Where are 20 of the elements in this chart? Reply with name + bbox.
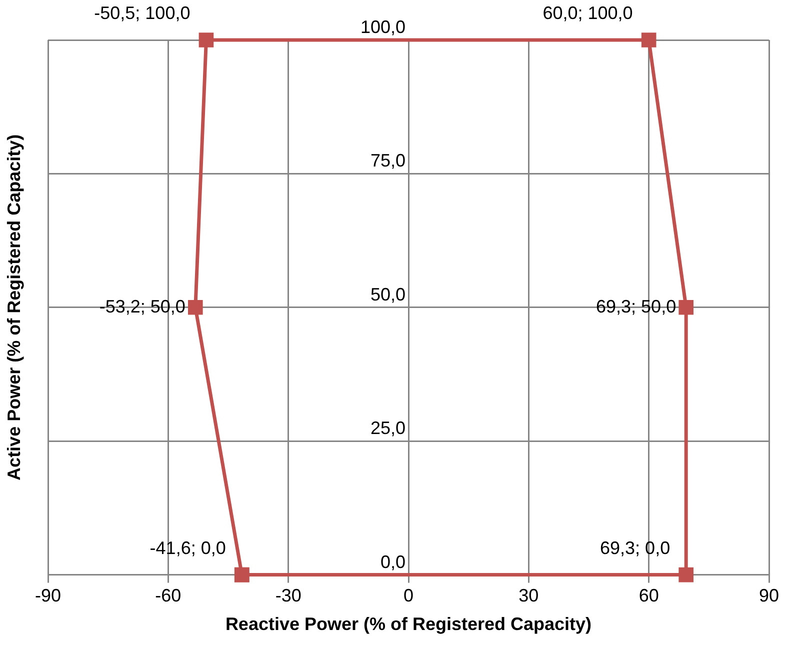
data-label: 69,3; 0,0 xyxy=(600,538,670,558)
data-label: -50,5; 100,0 xyxy=(94,2,190,23)
x-tick-label: -90 xyxy=(34,586,62,606)
x-tick-label: 60 xyxy=(638,586,659,606)
y-tick-label: 100,0 xyxy=(360,16,406,37)
data-label: -41,6; 0,0 xyxy=(150,538,226,558)
x-axis-title: Reactive Power (% of Registered Capacity) xyxy=(225,614,592,634)
y-tick-label: 75,0 xyxy=(370,150,406,171)
y-tick-label: 25,0 xyxy=(370,418,406,438)
y-axis-title: Active Power (% of Registered Capacity) xyxy=(4,134,24,480)
x-tick-label: 30 xyxy=(518,586,539,606)
x-tick-label: 90 xyxy=(758,586,780,606)
x-tick-label: -60 xyxy=(155,586,182,606)
data-label: -53,2; 50,0 xyxy=(99,296,186,316)
y-tick-label: 0,0 xyxy=(380,552,406,572)
x-tick-label: -30 xyxy=(275,586,302,606)
x-tick-label: 0 xyxy=(403,586,414,606)
data-label: 60,0; 100,0 xyxy=(542,2,633,23)
data-label: 69,3; 50,0 xyxy=(596,296,676,316)
y-tick-label: 50,0 xyxy=(370,284,406,304)
